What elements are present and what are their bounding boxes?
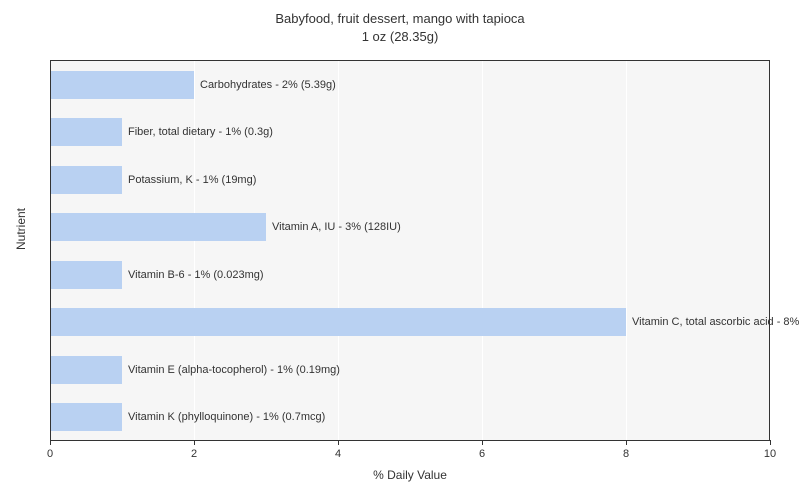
bar [50,403,122,431]
bar-label: Vitamin B-6 - 1% (0.023mg) [122,261,264,289]
bar-label: Carbohydrates - 2% (5.39g) [194,71,336,99]
bar-label: Vitamin A, IU - 3% (128IU) [266,213,401,241]
bar [50,166,122,194]
x-tick [626,440,627,445]
bar-label: Vitamin E (alpha-tocopherol) - 1% (0.19m… [122,356,340,384]
chart-container: Babyfood, fruit dessert, mango with tapi… [0,0,800,500]
chart-title-line2: 1 oz (28.35g) [0,28,800,46]
chart-title-line1: Babyfood, fruit dessert, mango with tapi… [0,10,800,28]
x-tick-label: 4 [335,448,341,460]
x-axis-line: % Daily Value 0246810 [50,440,770,441]
bar-label: Potassium, K - 1% (19mg) [122,166,256,194]
x-tick [338,440,339,445]
y-axis-line [50,60,51,440]
x-tick [770,440,771,445]
bar [50,118,122,146]
x-tick-label: 10 [764,448,776,460]
x-tick-label: 6 [479,448,485,460]
plot-area: Carbohydrates - 2% (5.39g) Fiber, total d… [50,60,770,440]
gridline [626,61,627,440]
bar [50,356,122,384]
bar [50,308,626,336]
x-axis-label: % Daily Value [50,468,770,482]
chart-title-block: Babyfood, fruit dessert, mango with tapi… [0,0,800,45]
bar [50,71,194,99]
bar-label: Fiber, total dietary - 1% (0.3g) [122,118,273,146]
bar [50,213,266,241]
bar-label: Vitamin C, total ascorbic acid - 8% (4.5… [626,308,800,336]
x-tick [50,440,51,445]
y-axis-label: Nutrient [14,208,28,250]
bar [50,261,122,289]
x-tick-label: 0 [47,448,53,460]
gridline [482,61,483,440]
bar-label: Vitamin K (phylloquinone) - 1% (0.7mcg) [122,403,325,431]
x-tick-label: 2 [191,448,197,460]
gridline [770,61,771,440]
x-tick [482,440,483,445]
x-tick [194,440,195,445]
x-tick-label: 8 [623,448,629,460]
